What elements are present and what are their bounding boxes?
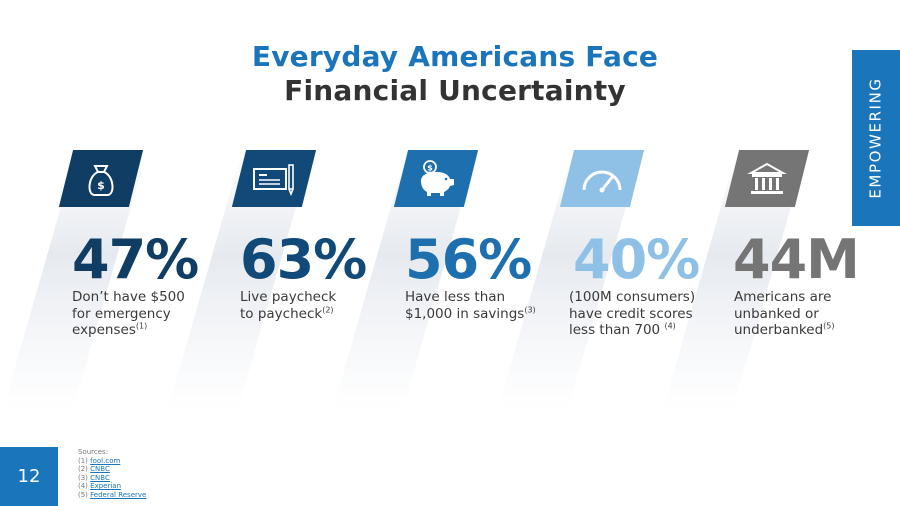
bank-building-icon (732, 150, 802, 207)
stat-4-footnote-ref: (4) (664, 321, 676, 331)
stat-5-desc-line: unbanked or (734, 305, 819, 322)
stat-2-footnote-ref: (2) (322, 305, 334, 314)
stat-1-desc-line: expenses (72, 322, 136, 338)
stat-3-description: Have less than $1,000 in savings(3) (405, 289, 555, 322)
stat-2-desc-line: to paycheck (240, 305, 323, 322)
stat-3-desc-line: $1,000 in savings (405, 305, 525, 322)
stat-5-footnote-ref: (5) (823, 321, 835, 331)
stat-5-description: Americans are unbanked or underbanked(5) (734, 289, 884, 339)
svg-text:$: $ (427, 163, 433, 172)
stat-4-desc-line: have credit scores (569, 305, 693, 322)
sources: Sources: (1) fool.com (2) CNBC (3) CNBC … (78, 448, 146, 500)
source-link[interactable]: CNBC (90, 465, 110, 474)
piggy-bank-icon: $ (401, 150, 471, 207)
stat-1-desc-line: Don’t have $500 (72, 289, 185, 305)
stat-3-footnote-ref: (3) (524, 305, 536, 314)
side-tab: EMPOWERING (852, 50, 900, 226)
stat-5-desc-line: Americans are (734, 289, 832, 305)
source-number: (5) (78, 490, 88, 499)
stat-3-value: 56% (405, 228, 532, 291)
stat-5-desc-line: underbanked (734, 322, 824, 338)
source-number: (1) (78, 456, 88, 465)
page-number: 12 (17, 466, 41, 487)
source-item: (4) Experian (78, 482, 146, 491)
source-link[interactable]: Experian (90, 482, 122, 491)
source-item: (3) CNBC (78, 474, 146, 483)
stat-3-desc-line: Have less than (405, 289, 506, 305)
side-tab-label: EMPOWERING (867, 77, 885, 199)
money-bag-icon: $ (66, 150, 136, 207)
svg-text:$: $ (97, 179, 105, 192)
stat-1-description: Don’t have $500 for emergency expenses(1… (72, 289, 222, 339)
stat-4-desc-line: (100M consumers) (569, 289, 696, 305)
speedometer-icon (567, 150, 637, 207)
source-link[interactable]: CNBC (90, 473, 110, 482)
stat-5-value: 44M (733, 228, 860, 291)
source-item: (1) fool.com (78, 457, 146, 466)
stat-4-description: (100M consumers) have credit scores less… (569, 289, 719, 339)
sources-heading: Sources: (78, 448, 109, 456)
page-number-box: 12 (0, 447, 58, 506)
stat-4-desc-line: less than 700 (569, 322, 665, 338)
source-number: (4) (78, 482, 88, 491)
source-item: (2) CNBC (78, 465, 146, 474)
source-number: (2) (78, 465, 88, 474)
stat-4-value: 40% (573, 228, 700, 291)
stat-2-value: 63% (240, 228, 367, 291)
source-link[interactable]: fool.com (90, 456, 121, 465)
source-number: (3) (78, 473, 88, 482)
stat-1-value: 47% (72, 228, 199, 291)
stat-2-description: Live paycheck to paycheck(2) (240, 289, 390, 322)
source-link[interactable]: Federal Reserve (90, 490, 147, 499)
title-line-1: Everyday Americans Face (251, 40, 659, 73)
stat-1-footnote-ref: (1) (135, 321, 148, 331)
paycheck-icon (239, 150, 309, 207)
stat-1-desc-line: for emergency (72, 305, 171, 322)
source-item: (5) Federal Reserve (78, 491, 146, 500)
title-line-2: Financial Uncertainty (284, 74, 626, 107)
stat-2-desc-line: Live paycheck (240, 289, 337, 305)
